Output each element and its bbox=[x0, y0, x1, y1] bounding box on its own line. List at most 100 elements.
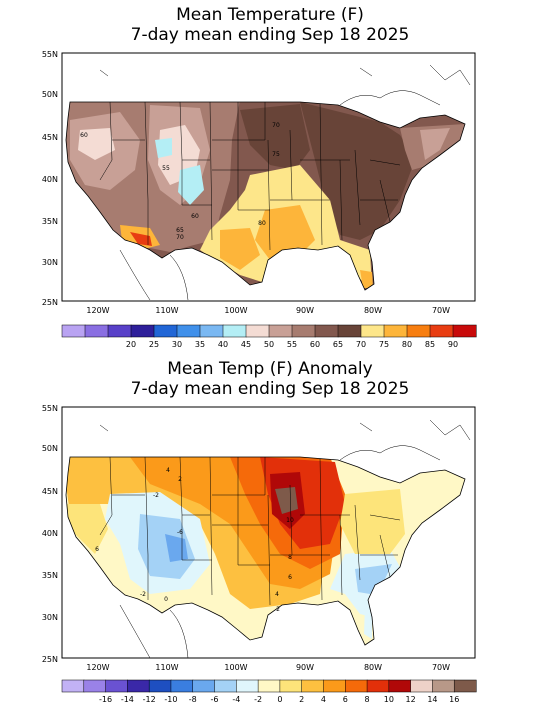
colorbar-label: 25 bbox=[149, 340, 159, 349]
colorbar-label: -14 bbox=[121, 695, 134, 704]
colorbar-swatch bbox=[279, 679, 303, 693]
lon-label: 120W bbox=[86, 306, 109, 315]
colorbar-label: 85 bbox=[425, 340, 435, 349]
contour-label: -2 bbox=[153, 492, 159, 499]
colorbar-swatch bbox=[366, 679, 390, 693]
contour-label: 8 bbox=[288, 554, 292, 561]
contour-label: 10 bbox=[286, 517, 294, 524]
map-subtitle: 7-day mean ending Sep 18 2025 bbox=[130, 25, 410, 45]
contour-label: 75 bbox=[272, 151, 280, 158]
anomaly-colorbar: -16 -14 -12 -10 -8 -6 -4 -2 0 2 4 6 8 10 12 14 16 bbox=[61, 679, 477, 704]
lat-label: 55N bbox=[42, 404, 58, 413]
colorbar-swatch bbox=[222, 324, 247, 338]
colorbar-swatch bbox=[61, 679, 85, 693]
colorbar-label: 40 bbox=[218, 340, 228, 349]
contour-label: 80 bbox=[258, 220, 266, 227]
lon-label: 90W bbox=[296, 306, 314, 315]
lat-label: 50N bbox=[42, 444, 58, 453]
colorbar-label: 14 bbox=[427, 695, 437, 704]
map-frame bbox=[61, 52, 476, 302]
lon-label: 70W bbox=[432, 306, 450, 315]
colorbar-swatch bbox=[432, 679, 455, 693]
colorbar-label: 35 bbox=[195, 340, 205, 349]
colorbar-label: 8 bbox=[365, 695, 370, 704]
lat-label: 45N bbox=[42, 133, 58, 142]
contour-label: 2 bbox=[276, 606, 280, 613]
colorbar-swatch bbox=[291, 324, 316, 338]
colorbar-label: -16 bbox=[99, 695, 112, 704]
longitude-labels: 120W 110W 100W 90W 80W 70W bbox=[86, 306, 450, 315]
contour-label: 70 bbox=[176, 234, 184, 241]
colorbar-swatch bbox=[388, 679, 412, 693]
lon-label: 110W bbox=[155, 306, 178, 315]
contour-label: -6 bbox=[177, 529, 183, 536]
lon-label: 90W bbox=[296, 663, 314, 672]
contour-label: 70 bbox=[272, 122, 280, 129]
other-coastlines bbox=[99, 419, 471, 658]
longitude-labels: 120W 110W 100W 90W 80W 70W bbox=[86, 663, 450, 672]
colorbar-swatch bbox=[314, 324, 339, 338]
contour-label: 60 bbox=[191, 213, 199, 220]
colorbar-swatch bbox=[383, 324, 408, 338]
temperature-fill bbox=[66, 102, 465, 290]
contour-labels: 60 70 75 55 60 65 70 80 bbox=[80, 122, 280, 241]
temperature-colorbar: 20 25 30 35 40 45 50 55 60 65 70 75 80 85 90 bbox=[61, 324, 477, 349]
contour-label: 4 bbox=[166, 467, 170, 474]
colorbar-swatch bbox=[83, 679, 107, 693]
lat-label: 30N bbox=[42, 613, 58, 622]
colorbar-swatch bbox=[410, 679, 433, 693]
lon-label: 70W bbox=[432, 663, 450, 672]
anomaly-map: 4 2 -2 -6 6 -2 0 10 8 6 4 2 55N 50N 45N … bbox=[42, 404, 477, 704]
contour-label: 2 bbox=[178, 476, 182, 483]
contour-label: 55 bbox=[162, 165, 170, 172]
lat-label: 45N bbox=[42, 487, 58, 496]
colorbar-label: 75 bbox=[379, 340, 389, 349]
lon-label: 80W bbox=[364, 663, 382, 672]
contour-label: 0 bbox=[164, 596, 168, 603]
colorbar-swatch bbox=[360, 324, 385, 338]
colorbar-label: 12 bbox=[406, 695, 416, 704]
temperature-anomaly-panel: Mean Temp (F) Anomaly 7-day mean ending … bbox=[0, 354, 540, 709]
lon-label: 110W bbox=[155, 663, 178, 672]
colorbar-label: -8 bbox=[189, 695, 197, 704]
contour-label: 6 bbox=[95, 546, 99, 553]
lon-label: 100W bbox=[224, 306, 247, 315]
contour-label: 65 bbox=[176, 227, 184, 234]
colorbar-swatch bbox=[176, 324, 201, 338]
map-title: Mean Temp (F) Anomaly bbox=[167, 359, 373, 379]
colorbar-label: -12 bbox=[143, 695, 156, 704]
colorbar-swatch bbox=[429, 324, 454, 338]
lon-label: 80W bbox=[364, 306, 382, 315]
colorbar-swatch bbox=[199, 324, 224, 338]
lat-label: 40N bbox=[42, 175, 58, 184]
mean-temperature-panel: Mean Temperature (F) 7-day mean ending S… bbox=[0, 0, 540, 354]
temperature-map: 60 70 75 55 60 65 70 80 55N 50N 45N 40N … bbox=[42, 50, 477, 349]
colorbar-swatch bbox=[105, 679, 128, 693]
state-borders bbox=[99, 457, 401, 606]
colorbar-label: 0 bbox=[277, 695, 282, 704]
lat-label: 35N bbox=[42, 217, 58, 226]
other-coastlines bbox=[99, 64, 471, 301]
colorbar-swatch bbox=[406, 324, 431, 338]
colorbar-swatch bbox=[257, 679, 281, 693]
colorbar-swatch bbox=[301, 679, 325, 693]
colorbar-swatch bbox=[107, 324, 132, 338]
colorbar-label: 2 bbox=[299, 695, 304, 704]
colorbar-swatch bbox=[323, 679, 346, 693]
colorbar-label: 65 bbox=[333, 340, 343, 349]
latitude-labels: 55N 50N 45N 40N 35N 30N 25N bbox=[42, 50, 58, 307]
map-title: Mean Temperature (F) bbox=[176, 5, 364, 25]
colorbar-swatch bbox=[170, 679, 194, 693]
colorbar-swatch bbox=[268, 324, 293, 338]
colorbar-swatch bbox=[337, 324, 362, 338]
colorbar-swatch bbox=[84, 324, 109, 338]
state-borders bbox=[99, 102, 401, 251]
colorbar-label: -10 bbox=[164, 695, 177, 704]
colorbar-swatch bbox=[453, 679, 477, 693]
map-frame bbox=[61, 406, 476, 659]
colorbar-label: 6 bbox=[343, 695, 348, 704]
colorbar-swatch bbox=[148, 679, 172, 693]
lat-label: 25N bbox=[42, 298, 58, 307]
lat-label: 50N bbox=[42, 90, 58, 99]
colorbar-label: 30 bbox=[172, 340, 182, 349]
